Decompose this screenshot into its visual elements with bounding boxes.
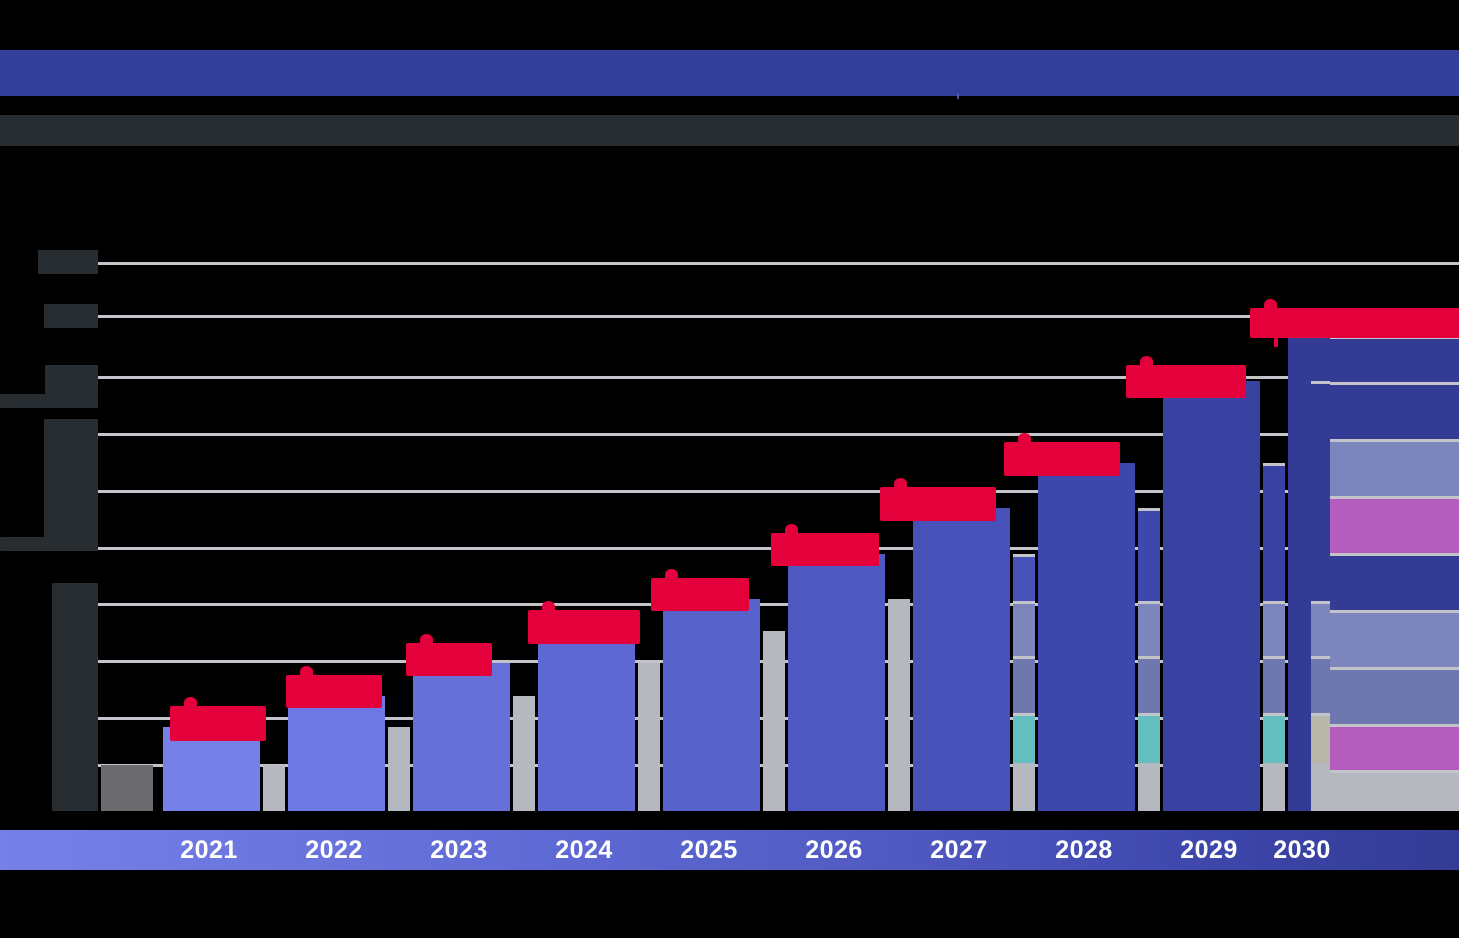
bar-2026-secondary[interactable]	[888, 599, 910, 811]
bar-2021-secondary[interactable]	[263, 765, 285, 811]
y-tick-label-redaction-3	[0, 394, 98, 408]
bar-2029-secondary[interactable]	[1263, 463, 1285, 811]
bar-2029-seg-periwinkle	[1263, 601, 1285, 656]
data-label-redaction-2029	[1126, 356, 1246, 398]
x-tick-2021: 2021	[180, 836, 238, 864]
gridline	[98, 376, 1459, 379]
y-tick-label-redaction-block-upper	[44, 419, 98, 551]
bar-2028-seg-teal	[1138, 713, 1160, 763]
data-label-redaction-2022	[286, 666, 382, 708]
gridline	[98, 603, 1459, 606]
x-tick-2030: 2030	[1273, 836, 1331, 864]
bar-2025[interactable]	[663, 599, 760, 811]
y-tick-label-redaction-2	[44, 304, 98, 328]
legend-swatch-1[interactable]	[1330, 336, 1459, 382]
bar-2024[interactable]	[538, 631, 635, 811]
legend-swatch-9[interactable]	[1330, 770, 1459, 811]
baseline-bar	[101, 765, 153, 811]
bar-2028-seg-periwinkle	[1138, 601, 1160, 656]
bar-2027[interactable]	[913, 508, 1010, 811]
data-label-redaction-2026	[771, 524, 879, 566]
data-label-redaction-2028	[1004, 433, 1120, 476]
legend-swatch-4[interactable]	[1330, 496, 1459, 553]
bar-2028-seg-slate	[1138, 656, 1160, 713]
bar-2029[interactable]	[1163, 381, 1260, 811]
title-banner-tick	[957, 93, 959, 99]
y-tick-label-redaction-block-lower	[52, 583, 98, 811]
gridline	[98, 262, 1459, 265]
bar-2027-seg-grey	[1013, 763, 1035, 811]
legend-swatch-3[interactable]	[1330, 439, 1459, 496]
bar-2030-seg-top	[1311, 381, 1333, 601]
bar-2027-seg-slate	[1013, 656, 1035, 713]
data-label-redaction-2021	[170, 697, 266, 741]
bar-2023-secondary[interactable]	[513, 696, 535, 811]
bar-2027-seg-periwinkle	[1013, 601, 1035, 656]
data-label-redaction-2025	[651, 569, 749, 611]
gridline	[98, 433, 1459, 436]
data-label-redaction-2027	[880, 478, 996, 521]
bar-2022[interactable]	[288, 696, 385, 811]
data-label-redaction-2024	[528, 601, 640, 644]
bar-2022-secondary[interactable]	[388, 727, 410, 811]
x-tick-2022: 2022	[305, 836, 363, 864]
bar-2028[interactable]	[1038, 463, 1135, 811]
legend-swatch-5[interactable]	[1330, 553, 1459, 610]
bar-2029-seg-teal	[1263, 713, 1285, 763]
bar-2029-seg-slate	[1263, 656, 1285, 713]
bar-2025-secondary[interactable]	[763, 631, 785, 811]
gridline	[98, 315, 1459, 318]
bar-2027-seg-top	[1013, 554, 1035, 601]
bar-2030-seg-slate	[1311, 656, 1333, 713]
x-tick-2029: 2029	[1180, 836, 1238, 864]
bar-2030-seg-grey	[1311, 763, 1333, 811]
x-tick-2025: 2025	[680, 836, 738, 864]
bar-2027-secondary[interactable]	[1013, 554, 1035, 811]
bar-2024-secondary[interactable]	[638, 663, 660, 811]
bar-2026[interactable]	[788, 554, 885, 811]
data-label-redaction-2030	[1250, 299, 1459, 347]
title-banner-redaction	[0, 50, 1459, 96]
bar-2021[interactable]	[163, 727, 260, 811]
subtitle-banner-redaction	[0, 115, 1459, 146]
bar-2030-secondary[interactable]	[1311, 381, 1333, 811]
legend-swatch-7[interactable]	[1330, 667, 1459, 724]
gridline	[98, 490, 1459, 493]
bar-2027-seg-teal	[1013, 713, 1035, 763]
bar-2030-seg-khaki	[1311, 713, 1333, 763]
bar-2030-seg-periwinkle	[1311, 601, 1333, 656]
bar-2023[interactable]	[413, 663, 510, 811]
legend-swatch-2[interactable]	[1330, 382, 1459, 439]
bar-2028-seg-top	[1138, 508, 1160, 601]
bar-2029-seg-grey	[1263, 763, 1285, 811]
bar-2029-seg-top	[1263, 463, 1285, 601]
x-tick-2027: 2027	[930, 836, 988, 864]
bar-2028-seg-grey	[1138, 763, 1160, 811]
x-axis-band: 2021 2022 2023 2024 2025 2026 2027 2028 …	[0, 830, 1459, 870]
x-tick-2026: 2026	[805, 836, 863, 864]
legend-swatch-8[interactable]	[1330, 724, 1459, 770]
y-tick-label-redaction-1	[38, 250, 98, 274]
bar-2028-secondary[interactable]	[1138, 508, 1160, 811]
x-tick-2023: 2023	[430, 836, 488, 864]
plot-area	[98, 255, 1459, 811]
data-label-redaction-2023	[406, 634, 492, 676]
y-tick-label-redaction-4	[45, 365, 98, 394]
legend-swatch-6[interactable]	[1330, 610, 1459, 667]
x-tick-2028: 2028	[1055, 836, 1113, 864]
x-tick-2024: 2024	[555, 836, 613, 864]
